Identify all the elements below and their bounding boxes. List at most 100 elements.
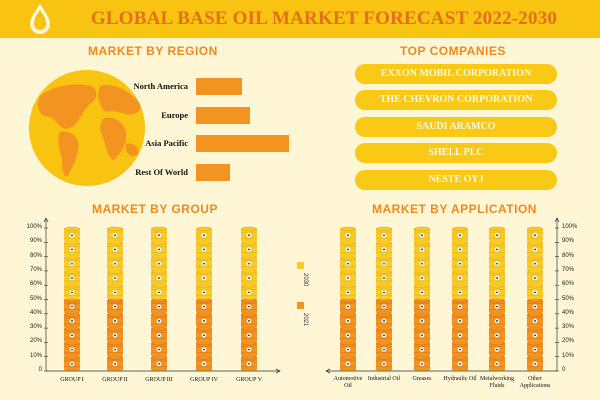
barrel-2030-group-v bbox=[241, 226, 257, 242]
barrel-2030-other-applications bbox=[527, 241, 543, 257]
barrel-2030-industrial-oil bbox=[376, 226, 392, 242]
y-tick-label: 0 bbox=[562, 367, 566, 373]
barrel-2021-greases bbox=[414, 298, 430, 314]
barrel-2021-other-applications bbox=[527, 312, 543, 328]
barrel-2030-group-iv bbox=[196, 283, 212, 300]
barrel-2021-group-iii bbox=[151, 355, 167, 371]
barrel-2030-metalworking-fluids bbox=[489, 241, 505, 257]
barrel-2021-group-ii bbox=[107, 298, 123, 314]
company-shell-plc: SHELL PLC bbox=[355, 143, 557, 163]
legend-label-2030: 2030 bbox=[302, 273, 308, 287]
barrel-2030-industrial-oil bbox=[376, 283, 392, 300]
barrel-2021-greases bbox=[414, 326, 430, 342]
barrel-2021-metalworking-fluids bbox=[489, 355, 505, 371]
y-tick-label: 100% bbox=[562, 224, 578, 230]
category-label-group-iv: GROUP IV bbox=[190, 377, 218, 383]
header-banner: GLOBAL BASE OIL MARKET FORECAST 2022-203… bbox=[0, 0, 600, 38]
barrel-2030-group-iii bbox=[151, 226, 167, 242]
y-tick-label: 60% bbox=[562, 281, 575, 288]
barrel-2030-greases bbox=[414, 241, 430, 257]
y-tick-label: 30% bbox=[562, 324, 575, 331]
barrel-2021-group-iv bbox=[196, 298, 212, 314]
y-tick-label: 0 bbox=[38, 367, 42, 373]
page-title: GLOBAL BASE OIL MARKET FORECAST 2022-203… bbox=[90, 8, 558, 29]
barrel-2030-metalworking-fluids bbox=[489, 226, 505, 242]
barrel-2021-group-iv bbox=[196, 341, 212, 357]
barrel-2030-greases bbox=[414, 269, 430, 285]
barrel-2030-greases bbox=[414, 255, 430, 271]
legend-swatch-2030 bbox=[297, 262, 304, 269]
barrel-2021-group-v bbox=[241, 326, 257, 342]
y-tick-label: 30% bbox=[29, 324, 42, 331]
barrel-2030-group-ii bbox=[107, 255, 123, 271]
category-label-group-v: GROUP V bbox=[236, 377, 262, 383]
company-the-chevron-corporation: THE CHEVRON CORPORATION bbox=[355, 90, 557, 110]
barrel-2021-greases bbox=[414, 355, 430, 371]
section-title-group: MARKET BY GROUP bbox=[92, 202, 218, 216]
section-title-region: MARKET BY REGION bbox=[88, 44, 218, 58]
barrel-2021-hydraulic-oil bbox=[452, 298, 468, 314]
y-axis-arrow-icon bbox=[43, 217, 49, 223]
legend-label-2021: 2021 bbox=[302, 313, 308, 327]
barrel-2030-group-iv bbox=[196, 241, 212, 257]
category-label-industrial-oil: Industrial Oil bbox=[367, 376, 401, 382]
barrel-2021-group-iii bbox=[151, 326, 167, 342]
barrel-2021-automotive-oil bbox=[340, 298, 356, 314]
barrel-2030-automotive-oil bbox=[340, 269, 356, 285]
barrel-2030-group-iii bbox=[151, 283, 167, 300]
barrel-2030-automotive-oil bbox=[340, 255, 356, 271]
barrel-2030-greases bbox=[414, 226, 430, 242]
barrel-2021-other-applications bbox=[527, 298, 543, 314]
barrel-2021-group-iii bbox=[151, 312, 167, 328]
barrel-2021-industrial-oil bbox=[376, 326, 392, 342]
y-tick-label: 10% bbox=[29, 352, 42, 359]
barrel-2021-group-v bbox=[241, 355, 257, 371]
barrel-2030-metalworking-fluids bbox=[489, 255, 505, 271]
legend-swatch-2021 bbox=[297, 302, 304, 309]
barrel-2030-group-v bbox=[241, 269, 257, 285]
barrel-2021-metalworking-fluids bbox=[489, 298, 505, 314]
y-tick-label: 10% bbox=[562, 352, 575, 359]
barrel-2030-group-i bbox=[64, 283, 80, 300]
barrel-2030-automotive-oil bbox=[340, 241, 356, 257]
barrel-2021-group-iv bbox=[196, 326, 212, 342]
y-tick-label: 20% bbox=[562, 338, 575, 345]
barrel-2021-other-applications bbox=[527, 326, 543, 342]
barrel-2021-group-i bbox=[64, 298, 80, 314]
barrel-2030-other-applications bbox=[527, 269, 543, 285]
category-label-automotive-oil: Automotive Oil bbox=[333, 376, 363, 389]
barrel-2030-hydraulic-oil bbox=[452, 241, 468, 257]
section-title-application: MARKET BY APPLICATION bbox=[372, 202, 537, 216]
oil-drop-logo-icon bbox=[30, 4, 50, 34]
barrel-2021-greases bbox=[414, 341, 430, 357]
barrel-2021-group-i bbox=[64, 312, 80, 328]
barrel-2021-group-ii bbox=[107, 312, 123, 328]
y-tick-label: 40% bbox=[29, 309, 42, 316]
y-tick-label: 80% bbox=[562, 252, 575, 259]
barrel-2030-hydraulic-oil bbox=[452, 226, 468, 242]
region-bar-europe bbox=[196, 107, 250, 124]
barrel-2021-metalworking-fluids bbox=[489, 341, 505, 357]
barrel-2021-group-iv bbox=[196, 355, 212, 371]
y-tick-label: 90% bbox=[29, 238, 42, 245]
barrel-2021-group-i bbox=[64, 355, 80, 371]
barrel-2030-group-v bbox=[241, 283, 257, 300]
barrel-2030-group-i bbox=[64, 226, 80, 242]
barrel-2030-industrial-oil bbox=[376, 269, 392, 285]
y-tick-label: 100% bbox=[26, 224, 42, 230]
region-bar-north-america bbox=[196, 78, 243, 95]
category-label-group-iii: GROUP III bbox=[145, 377, 173, 383]
y-tick-label: 40% bbox=[562, 309, 575, 316]
barrel-2030-industrial-oil bbox=[376, 255, 392, 271]
barrel-2030-group-ii bbox=[107, 241, 123, 257]
barrel-2030-group-iii bbox=[151, 241, 167, 257]
company-saudi-aramco: SAUDI ARAMCO bbox=[355, 117, 557, 137]
y-tick-label: 70% bbox=[562, 266, 575, 273]
barrel-2021-greases bbox=[414, 312, 430, 328]
barrel-2021-group-i bbox=[64, 341, 80, 357]
barrel-2021-hydraulic-oil bbox=[452, 341, 468, 357]
barrel-2021-hydraulic-oil bbox=[452, 326, 468, 342]
barrel-2021-automotive-oil bbox=[340, 341, 356, 357]
barrel-2030-hydraulic-oil bbox=[452, 283, 468, 300]
